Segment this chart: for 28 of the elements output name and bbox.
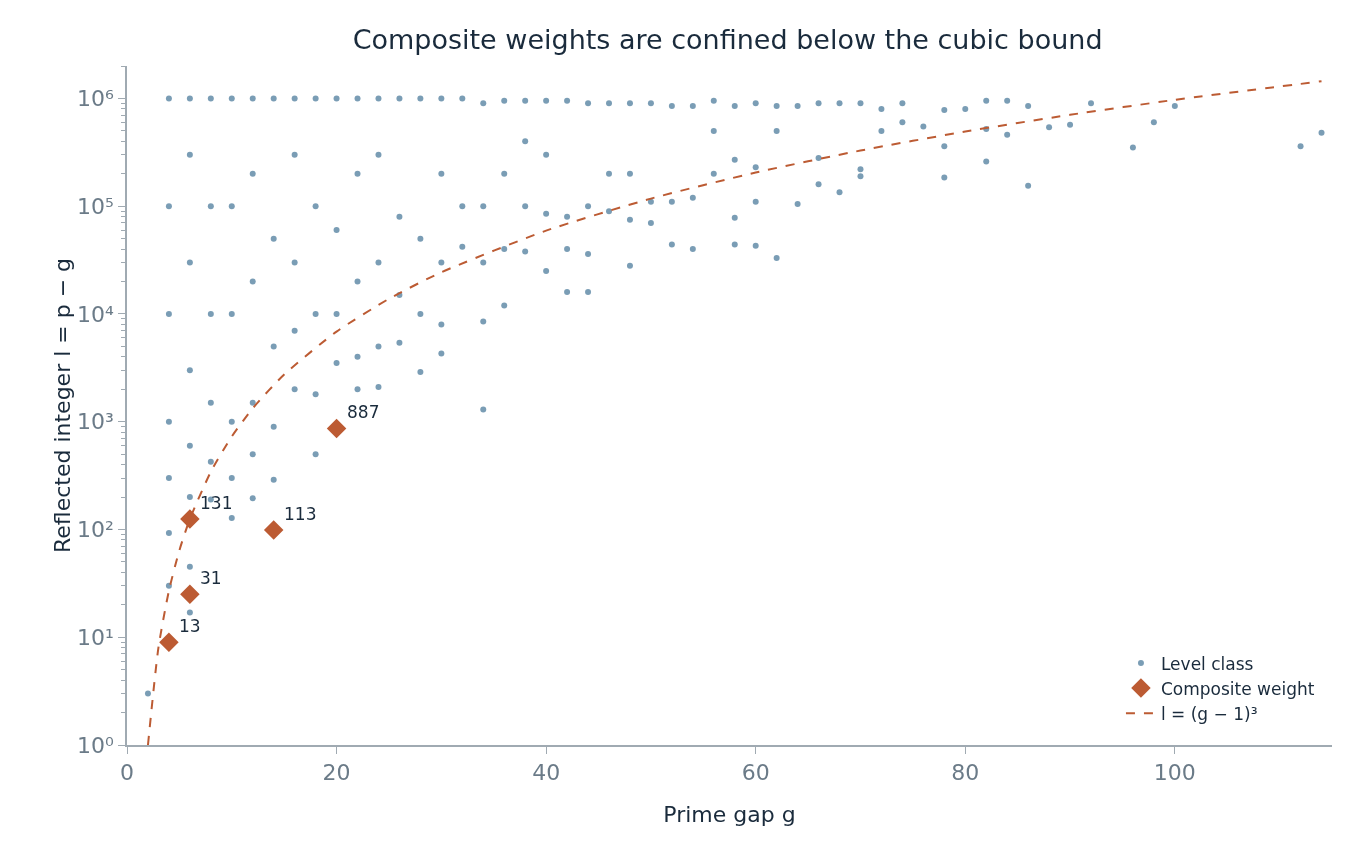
legend-label: Composite weight [1160, 678, 1315, 699]
x-tick-label: 80 [951, 760, 980, 786]
y-tick-label: 10² [77, 517, 114, 543]
y-tick-label: 10⁴ [77, 301, 115, 327]
legend-label: l = (g − 1)³ [1160, 703, 1258, 724]
x-tick-label: 60 [741, 760, 770, 786]
annotation: 887 [347, 402, 380, 422]
point [326, 418, 347, 439]
point [263, 520, 284, 540]
y-tick-label: 10⁵ [77, 193, 114, 219]
annotation: 131 [200, 493, 233, 513]
x-tick-label: 40 [532, 760, 561, 786]
x-axis-title: Prime gap g [663, 801, 796, 827]
annotation: 113 [284, 504, 317, 524]
y-tick-label: 10¹ [77, 624, 114, 650]
y-tick-label: 10⁰ [77, 732, 115, 758]
point [180, 584, 200, 605]
annotation: 31 [200, 568, 222, 588]
chart-title: Composite weights are confined below the cubic bound [352, 23, 1103, 55]
y-tick-label: 10⁶ [77, 86, 115, 112]
y-tick-label: 10³ [77, 409, 114, 435]
x-tick-label: 0 [120, 760, 134, 786]
legend-label: Level class [1160, 653, 1254, 674]
x-tick-label: 100 [1153, 760, 1196, 786]
annotation: 13 [179, 616, 201, 636]
point [159, 632, 179, 652]
x-tick-label: 20 [322, 760, 351, 786]
y-axis-title: Reflected integer l = p − g [50, 257, 76, 554]
